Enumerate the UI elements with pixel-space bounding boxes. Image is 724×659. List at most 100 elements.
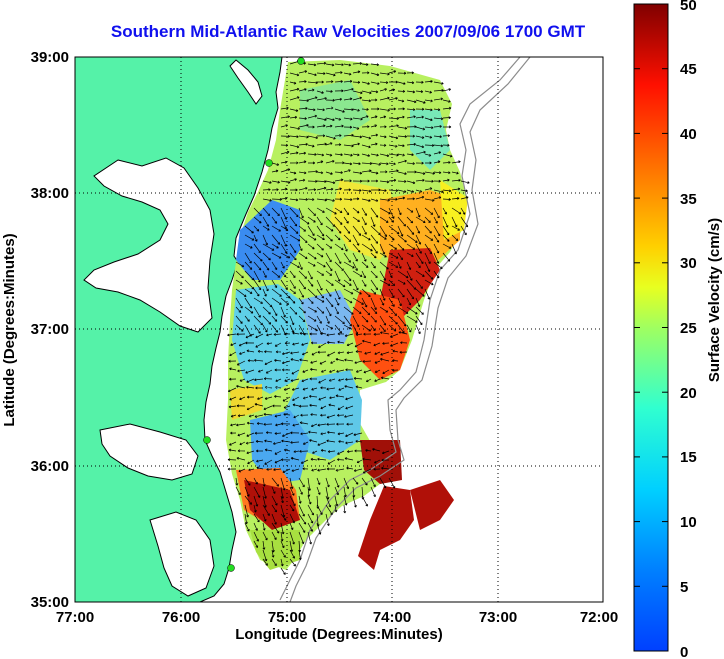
velocity-arrow — [307, 513, 314, 524]
velocity-arrow — [424, 198, 435, 202]
velocity-arrow — [246, 395, 255, 399]
velocity-arrow — [298, 186, 308, 191]
velocity-patch-18 — [358, 486, 414, 570]
velocity-arrow — [392, 368, 399, 372]
velocity-arrow — [397, 144, 405, 148]
velocity-arrow — [257, 396, 264, 400]
velocity-arrow — [325, 98, 335, 102]
x-tick-label: 76:00 — [162, 609, 200, 626]
velocity-arrow — [230, 342, 237, 346]
velocity-arrow — [354, 360, 363, 364]
velocity-arrow — [307, 315, 317, 322]
velocity-arrow — [301, 378, 309, 383]
velocity-arrow — [230, 414, 237, 418]
velocity-arrow — [316, 61, 327, 65]
velocity-arrow — [343, 234, 352, 243]
velocity-arrow — [244, 513, 248, 525]
velocity-arrow — [424, 279, 434, 286]
velocity-arrow — [316, 160, 324, 164]
velocity-arrow — [424, 179, 434, 183]
velocity-arrow — [460, 196, 469, 200]
velocity-arrow — [397, 261, 402, 269]
velocity-arrow — [379, 234, 387, 240]
velocity-arrow — [343, 324, 352, 330]
velocity-arrow — [309, 394, 318, 398]
velocity-arrow — [406, 288, 415, 300]
velocity-arrow — [415, 178, 425, 182]
velocity-arrow — [397, 159, 407, 164]
velocity-arrow — [361, 207, 367, 216]
velocity-arrow — [370, 261, 376, 269]
velocity-arrow — [343, 261, 355, 269]
velocity-arrow — [415, 261, 421, 269]
velocity-arrow — [307, 161, 316, 165]
velocity-arrow — [298, 216, 310, 225]
velocity-arrow — [271, 225, 281, 232]
velocity-arrow — [370, 270, 378, 279]
velocity-arrow — [379, 315, 387, 326]
velocity-arrow — [280, 306, 286, 318]
velocity-arrow — [253, 504, 257, 513]
velocity-arrow — [334, 171, 343, 174]
velocity-arrow — [325, 117, 335, 122]
velocity-arrow — [316, 252, 324, 258]
velocity-arrow — [433, 125, 442, 128]
velocity-arrow — [271, 270, 281, 278]
velocity-arrow — [271, 315, 278, 322]
velocity-arrow — [291, 387, 300, 391]
velocity-arrow — [236, 384, 246, 389]
velocity-arrow — [352, 188, 362, 192]
velocity-arrow — [229, 351, 237, 357]
velocity-arrow — [292, 423, 300, 427]
velocity-arrow — [388, 144, 398, 148]
velocity-arrow — [345, 432, 354, 437]
velocity-arrow — [343, 153, 353, 157]
velocity-arrow — [352, 279, 359, 291]
radar-station-marker — [203, 436, 211, 444]
velocity-arrow — [379, 153, 390, 158]
velocity-arrow — [325, 198, 335, 202]
velocity-arrow — [346, 351, 354, 355]
velocity-arrow — [289, 261, 300, 268]
velocity-arrow — [235, 477, 239, 486]
velocity-arrow — [337, 405, 345, 410]
velocity-arrow — [317, 441, 327, 446]
velocity-arrow — [388, 252, 399, 259]
velocity-arrow — [424, 153, 432, 157]
velocity-arrow — [271, 207, 280, 217]
velocity-arrow — [307, 252, 317, 260]
velocity-arrow — [355, 439, 363, 443]
velocity-arrow — [343, 133, 354, 137]
radar-stations — [203, 57, 305, 572]
velocity-arrow — [336, 369, 345, 373]
velocity-arrow — [262, 216, 269, 227]
velocity-arrow — [309, 332, 318, 336]
velocity-arrow — [257, 369, 264, 373]
velocity-arrow — [397, 171, 407, 175]
velocity-arrow — [334, 161, 345, 165]
velocity-arrow — [415, 90, 424, 94]
velocity-arrow — [374, 360, 381, 364]
velocity-arrow — [273, 468, 282, 472]
velocity-arrow — [307, 114, 318, 119]
velocity-arrow — [280, 134, 291, 138]
velocity-arrow — [316, 186, 327, 191]
velocity-patch-2 — [232, 284, 310, 394]
velocity-arrow — [230, 431, 237, 435]
velocity-arrow — [379, 306, 389, 313]
velocity-arrow — [271, 234, 281, 245]
velocity-arrow — [442, 207, 447, 215]
velocity-arrow — [361, 115, 369, 119]
velocity-arrow — [307, 125, 315, 129]
velocity-arrow — [379, 189, 387, 192]
velocity-arrow — [282, 432, 291, 437]
velocity-arrow — [424, 79, 433, 83]
velocity-arrow — [298, 522, 306, 533]
velocity-arrow — [253, 522, 258, 531]
velocity-arrow — [334, 477, 340, 488]
velocity-arrow — [370, 216, 376, 227]
velocity-arrow — [325, 261, 333, 272]
velocity-arrow — [370, 171, 379, 175]
velocity-arrow — [370, 198, 379, 202]
velocity-arrow — [374, 378, 381, 382]
